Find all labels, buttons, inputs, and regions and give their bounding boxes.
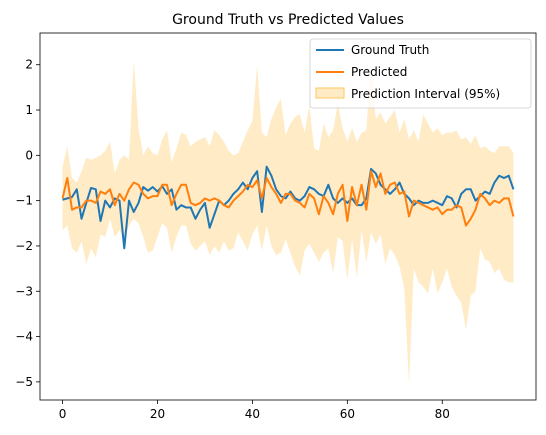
x-tick-label: 20 [150, 407, 165, 421]
legend: Ground Truth Predicted Prediction Interv… [309, 38, 532, 109]
chart-title: Ground Truth vs Predicted Values [172, 12, 404, 28]
legend-box [309, 38, 532, 109]
x-tick-label: 80 [435, 407, 450, 421]
y-tick-label: 2 [25, 58, 33, 72]
y-tick-label: −2 [15, 239, 33, 253]
x-tick-label: 0 [59, 407, 67, 421]
prediction-interval-band [62, 60, 514, 385]
y-tick-label: 1 [25, 103, 33, 117]
band-layer [62, 60, 514, 385]
y-axis: −5 −4 −3 −2 −1 0 1 2 [15, 58, 40, 389]
y-tick-label: −4 [15, 330, 33, 344]
legend-label-predicted: Predicted [351, 65, 407, 79]
y-tick-label: −5 [15, 375, 33, 389]
plot-frame [39, 32, 537, 401]
legend-label-ground-truth: Ground Truth [351, 43, 429, 57]
y-tick-label: −3 [15, 284, 33, 298]
series-line-predicted [61, 170, 515, 227]
x-tick-label: 40 [245, 407, 260, 421]
x-axis: 0 20 40 60 80 [59, 400, 450, 421]
series-line-ground-truth [62, 165, 515, 250]
plot-area [61, 60, 515, 385]
lines-layer [61, 165, 515, 250]
legend-swatch-interval [315, 87, 345, 99]
x-tick-label: 60 [340, 407, 355, 421]
y-tick-label: −1 [15, 194, 33, 208]
legend-label-interval: Prediction Interval (95%) [351, 87, 500, 101]
y-tick-label: 0 [25, 148, 33, 162]
